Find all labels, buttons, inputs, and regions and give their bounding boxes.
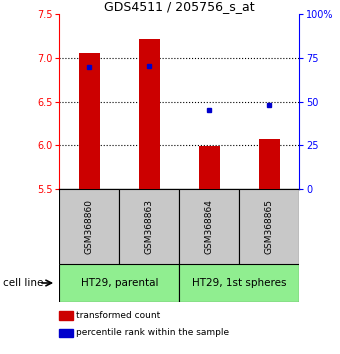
Bar [59, 264, 180, 302]
Bar [119, 189, 180, 264]
Bar [59, 311, 73, 320]
Text: GSM368864: GSM368864 [205, 199, 214, 254]
Bar [59, 329, 73, 337]
Bar [180, 189, 239, 264]
Bar [180, 264, 299, 302]
Bar [59, 189, 119, 264]
Bar [79, 53, 100, 189]
Text: transformed count: transformed count [76, 310, 161, 320]
Text: HT29, parental: HT29, parental [81, 278, 158, 288]
Title: GDS4511 / 205756_s_at: GDS4511 / 205756_s_at [104, 0, 255, 13]
Text: HT29, 1st spheres: HT29, 1st spheres [192, 278, 287, 288]
Bar [199, 146, 220, 189]
Text: GSM368865: GSM368865 [265, 199, 274, 254]
Text: GSM368860: GSM368860 [85, 199, 94, 254]
Text: percentile rank within the sample: percentile rank within the sample [76, 328, 230, 337]
Text: cell line: cell line [3, 278, 44, 288]
Text: GSM368863: GSM368863 [145, 199, 154, 254]
Bar [139, 39, 160, 189]
Bar [259, 139, 280, 189]
Bar [239, 189, 299, 264]
